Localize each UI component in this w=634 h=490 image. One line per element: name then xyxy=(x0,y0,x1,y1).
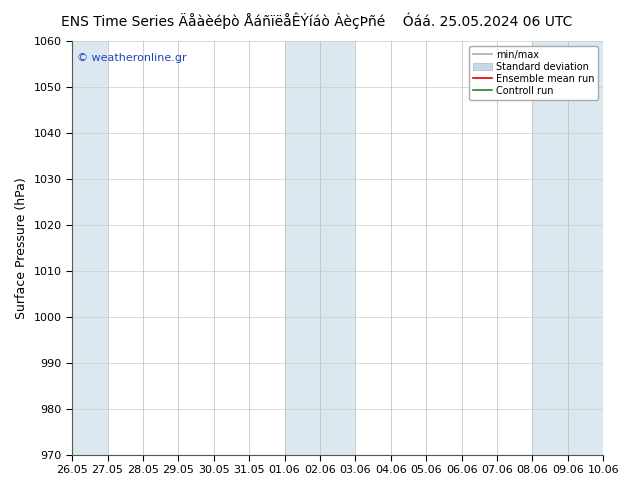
Y-axis label: Surface Pressure (hPa): Surface Pressure (hPa) xyxy=(15,177,28,318)
Bar xyxy=(285,41,355,455)
Text: © weatheronline.gr: © weatheronline.gr xyxy=(77,53,187,64)
Bar xyxy=(72,41,108,455)
Text: ENS Time Series Äåàèéþò ÅáñïëåÊÝíáò ÀèçÞñé    Óáá. 25.05.2024 06 UTC: ENS Time Series Äåàèéþò ÅáñïëåÊÝíáò ÀèçÞ… xyxy=(61,12,573,29)
Bar xyxy=(533,41,603,455)
Legend: min/max, Standard deviation, Ensemble mean run, Controll run: min/max, Standard deviation, Ensemble me… xyxy=(469,46,598,99)
